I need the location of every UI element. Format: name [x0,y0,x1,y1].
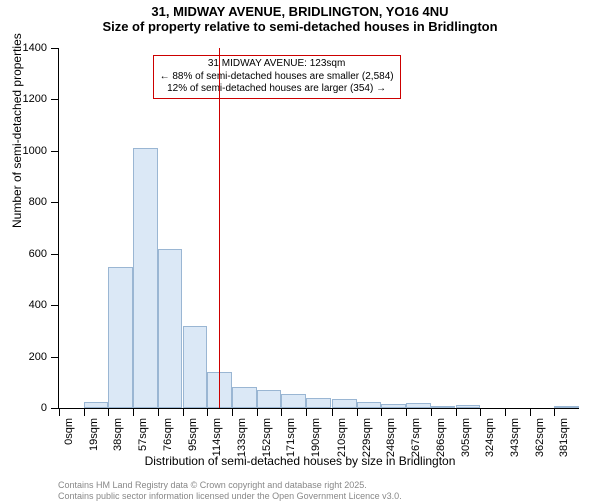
y-tick [51,408,59,409]
y-tick [51,48,59,49]
x-tick [183,408,184,416]
x-tick [207,408,208,416]
x-tick-label: 133sqm [236,418,248,457]
histogram-bar [108,267,133,408]
histogram-bar [133,148,158,408]
x-tick [381,408,382,416]
x-tick-label: 114sqm [211,418,223,456]
x-tick-label: 0sqm [63,418,75,445]
y-axis-label: Number of semi-detached properties [10,33,24,228]
chart-title-sub: Size of property relative to semi-detach… [0,19,600,34]
histogram-bar [257,390,282,408]
x-tick [332,408,333,416]
histogram-bar [381,404,406,408]
y-tick [51,357,59,358]
plot-area: 31 MIDWAY AVENUE: 123sqm ← 88% of semi-d… [58,48,579,409]
footer-line2: Contains public sector information licen… [58,491,402,502]
histogram-bar [281,394,306,408]
annotation-line3: 12% of semi-detached houses are larger (… [160,83,394,96]
y-tick [51,151,59,152]
x-tick-label: 286sqm [435,418,447,457]
x-tick [554,408,555,416]
x-tick [108,408,109,416]
annotation-line1: 31 MIDWAY AVENUE: 123sqm [160,58,394,71]
x-tick [480,408,481,416]
x-tick-label: 171sqm [285,418,297,457]
x-tick-label: 210sqm [336,418,348,457]
x-tick-label: 362sqm [534,418,546,457]
x-tick-label: 343sqm [509,418,521,457]
y-tick [51,305,59,306]
x-tick [357,408,358,416]
histogram-bar [232,387,257,408]
x-tick [530,408,531,416]
reference-line [219,48,220,408]
histogram-bar [456,405,481,408]
x-tick-label: 95sqm [187,418,199,451]
histogram-bar [306,398,331,408]
histogram-bar [406,403,431,408]
annotation-line2: ← 88% of semi-detached houses are smalle… [160,71,394,84]
x-tick [133,408,134,416]
x-axis-label: Distribution of semi-detached houses by … [0,454,600,468]
histogram-bar [332,399,357,408]
x-tick-label: 229sqm [361,418,373,457]
y-tick-label: 1000 [23,145,47,157]
x-tick-label: 152sqm [261,418,273,457]
x-tick [406,408,407,416]
x-tick-label: 267sqm [410,418,422,457]
y-tick-label: 1200 [23,93,47,105]
y-tick [51,254,59,255]
y-tick-label: 600 [29,248,47,260]
footer-line1: Contains HM Land Registry data © Crown c… [58,480,402,491]
y-tick [51,99,59,100]
y-tick-label: 1400 [23,42,47,54]
y-tick-label: 0 [41,402,47,414]
x-tick-label: 76sqm [162,418,174,451]
x-tick-label: 305sqm [460,418,472,457]
histogram-bar [554,406,579,408]
y-tick-label: 400 [29,299,47,311]
chart-footer: Contains HM Land Registry data © Crown c… [58,480,402,502]
x-tick [281,408,282,416]
histogram-bar [158,249,183,408]
annotation-box: 31 MIDWAY AVENUE: 123sqm ← 88% of semi-d… [153,55,401,99]
x-tick-label: 38sqm [112,418,124,451]
x-tick [232,408,233,416]
histogram-bar [183,326,208,408]
y-tick-label: 200 [29,351,47,363]
x-tick [84,408,85,416]
x-tick-label: 57sqm [137,418,149,451]
histogram-bar [431,406,456,408]
chart-container: 31, MIDWAY AVENUE, BRIDLINGTON, YO16 4NU… [0,4,600,504]
x-tick-label: 324sqm [484,418,496,457]
x-tick [306,408,307,416]
x-tick-label: 248sqm [385,418,397,457]
histogram-bar [357,402,382,408]
x-tick [59,408,60,416]
x-tick-label: 381sqm [558,418,570,457]
x-tick [257,408,258,416]
histogram-bar [84,402,109,408]
x-tick [456,408,457,416]
x-tick-label: 19sqm [88,418,100,451]
y-tick [51,202,59,203]
x-tick-label: 190sqm [310,418,322,457]
chart-title-main: 31, MIDWAY AVENUE, BRIDLINGTON, YO16 4NU [0,4,600,19]
x-tick [158,408,159,416]
x-tick [505,408,506,416]
x-tick [431,408,432,416]
y-tick-label: 800 [29,196,47,208]
